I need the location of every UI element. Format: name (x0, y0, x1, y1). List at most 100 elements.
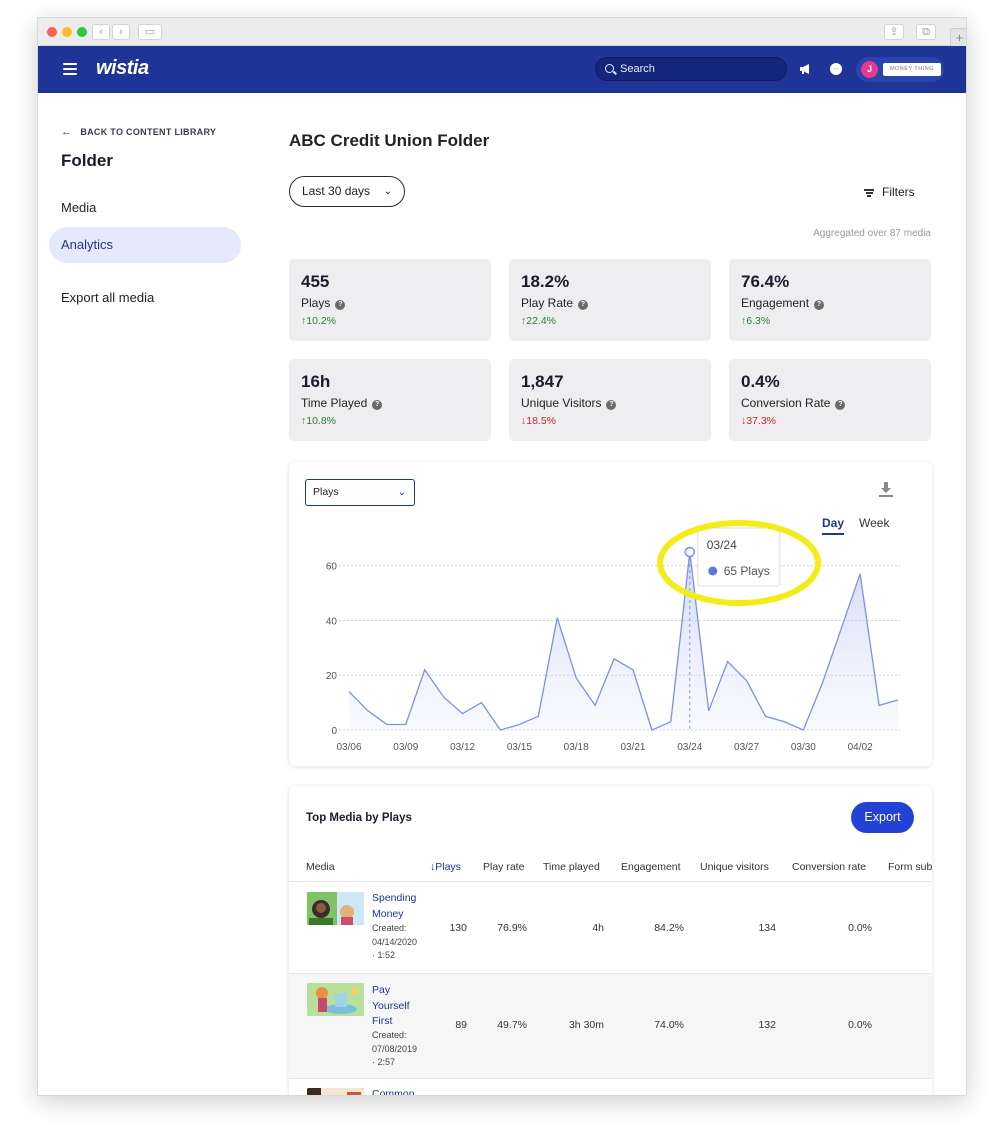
arrow-down-icon: ↓ (521, 415, 527, 427)
tab-day[interactable]: Day (822, 516, 845, 535)
filters-label: Filters (882, 185, 915, 199)
help-icon[interactable]: ? (372, 400, 383, 410)
app-header: wistia Search J MONEY THING (38, 46, 966, 93)
table-title: Top Media by Plays (306, 812, 412, 824)
share-icon[interactable]: ⇪ (884, 24, 904, 40)
stat-value: 76.4% (741, 272, 790, 291)
stat-label-text: Time Played (301, 396, 368, 410)
minimize-window-icon[interactable] (62, 27, 72, 37)
chevron-down-icon: ⌄ (397, 487, 406, 498)
export-button[interactable]: Export (851, 802, 914, 833)
cell-plays: 130 (449, 922, 467, 934)
help-icon[interactable]: ? (606, 400, 617, 410)
column-header-time-played[interactable]: Time played (543, 861, 600, 873)
column-header-plays[interactable]: ↓Plays (430, 861, 461, 873)
cell-unique-visitors: 134 (758, 922, 776, 934)
browser-toolbar: ‹ › ▭ ⇪ ⧉ + (38, 18, 966, 46)
media-meta: Created: 07/08/2019 · 2:57 (372, 1029, 427, 1070)
tooltip-series-dot (708, 566, 718, 576)
media-thumbnail[interactable] (307, 1088, 364, 1095)
sidebar-item-analytics[interactable]: Analytics (49, 227, 241, 263)
tabs-overview-icon[interactable]: ⧉ (916, 24, 936, 40)
help-icon[interactable]: ? (335, 300, 346, 310)
menu-icon[interactable] (63, 63, 77, 75)
table-row[interactable]: Pay Yourself First Created: 07/08/2019 ·… (289, 973, 932, 1078)
stat-change-value: 18.5% (526, 415, 557, 427)
cell-engagement: 74.0% (654, 1019, 684, 1031)
media-title-line: Yourself (372, 999, 410, 1012)
sidebar-toggle-icon[interactable]: ▭ (138, 24, 162, 40)
browser-back-icon[interactable]: ‹ (92, 24, 110, 40)
wistia-logo[interactable]: wistia (96, 57, 149, 79)
megaphone-icon[interactable] (798, 62, 812, 76)
media-title[interactable]: Pay Yourself First (372, 983, 427, 1030)
series-line (348, 551, 899, 731)
browser-forward-icon[interactable]: › (112, 24, 130, 40)
top-media-table: Top Media by Plays Export Media ↓Plays P… (289, 786, 932, 1095)
media-title-line: Money (372, 907, 404, 920)
stat-card-engagement: 76.4% Engagement? ↑6.3% (729, 259, 931, 341)
plays-chart: 0 20 40 60 03/06 03/09 03/12 03/15 03/18 03/21 03/… (326, 527, 900, 753)
stat-change: ↑6.3% (741, 315, 770, 327)
media-meta-line: Created: (372, 1030, 407, 1040)
x-tick-label: 03/06 (336, 742, 361, 753)
filters-button[interactable]: Filters (864, 185, 915, 199)
column-header-unique-visitors[interactable]: Unique visitors (700, 861, 769, 873)
date-range-select[interactable]: Last 30 days ⌄ (289, 176, 405, 207)
media-thumbnail[interactable] (307, 892, 364, 925)
help-icon[interactable]: ? (814, 300, 825, 310)
stat-value: 18.2% (521, 272, 570, 291)
stat-change-value: 10.2% (306, 315, 337, 327)
back-to-library-link[interactable]: ← BACK TO CONTENT LIBRARY (61, 126, 216, 138)
column-header-conversion-rate[interactable]: Conversion rate (792, 861, 867, 873)
x-tick-label: 03/27 (734, 742, 759, 753)
stat-label: Conversion Rate? (741, 396, 846, 410)
column-header-play-rate[interactable]: Play rate (483, 861, 525, 873)
arrow-up-icon: ↑ (521, 315, 527, 327)
account-menu[interactable]: J MONEY THING (856, 57, 944, 82)
chart-card: Plays ⌄ Day Week 0 20 40 60 03/06 03/09 03/12 0… (289, 462, 932, 766)
sidebar-item-media[interactable]: Media (61, 200, 97, 215)
y-tick-label: 0 (331, 726, 337, 737)
cell-time-played: 3h 30m (568, 1019, 604, 1031)
cell-plays: 89 (455, 1019, 467, 1031)
stat-card-conversion-rate: 0.4% Conversion Rate? ↓37.3% (729, 359, 931, 441)
sidebar-item-export-all-media[interactable]: Export all media (61, 290, 155, 305)
media-meta-line: · 2:57 (372, 1057, 396, 1067)
aggregated-note: Aggregated over 87 media (813, 228, 931, 239)
stat-change-value: 10.8% (306, 415, 337, 427)
download-icon[interactable] (879, 482, 893, 498)
new-tab-icon[interactable]: + (950, 28, 966, 46)
browser-window: ‹ › ▭ ⇪ ⧉ + wistia Search J MONEY THING … (37, 17, 967, 1096)
messenger-icon[interactable] (829, 62, 843, 76)
stat-label: Time Played? (301, 396, 383, 410)
hover-point[interactable] (684, 546, 696, 558)
column-header-engagement[interactable]: Engagement (621, 861, 681, 873)
media-title-line: First (372, 1015, 393, 1027)
table-row[interactable]: Common (289, 1078, 932, 1095)
stat-label: Unique Visitors? (521, 396, 617, 410)
x-tick-label: 03/12 (450, 742, 475, 753)
x-tick-label: 03/21 (620, 742, 645, 753)
back-link-label: BACK TO CONTENT LIBRARY (80, 127, 217, 137)
stat-value: 16h (301, 372, 331, 391)
media-title[interactable]: Common (372, 1087, 427, 1095)
metric-select[interactable]: Plays ⌄ (305, 479, 415, 506)
help-icon[interactable]: ? (835, 400, 846, 410)
tab-week[interactable]: Week (859, 516, 890, 530)
help-icon[interactable]: ? (578, 300, 589, 310)
media-thumbnail[interactable] (307, 983, 364, 1016)
close-window-icon[interactable] (47, 27, 57, 37)
media-title[interactable]: Spending Money (372, 891, 427, 922)
cell-engagement: 84.2% (654, 922, 684, 934)
column-header-form-sub[interactable]: Form sub (888, 861, 932, 873)
stat-change-value: 6.3% (746, 315, 771, 327)
table-row[interactable]: Spending Money Created: 04/14/2020 · 1:5… (289, 881, 932, 973)
media-meta-line: · 1:52 (372, 950, 396, 960)
zoom-window-icon[interactable] (77, 27, 87, 37)
search-input[interactable]: Search (595, 57, 787, 81)
media-meta: Created: 04/14/2020 · 1:52 (372, 922, 427, 963)
chevron-down-icon: ⌄ (383, 186, 392, 197)
column-header-media[interactable]: Media (306, 861, 335, 873)
tooltip-date: 03/24 (707, 538, 737, 552)
